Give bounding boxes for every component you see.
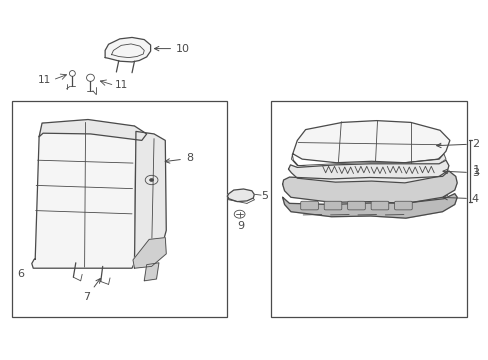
Text: 5: 5 [261,191,268,201]
Polygon shape [282,194,456,218]
FancyBboxPatch shape [347,201,365,210]
Text: 3: 3 [442,168,478,178]
Polygon shape [227,189,254,202]
Text: 8: 8 [165,153,193,163]
Polygon shape [292,121,449,163]
Polygon shape [133,238,166,268]
FancyBboxPatch shape [300,201,318,210]
Polygon shape [32,123,136,268]
Text: 2: 2 [436,139,478,149]
Polygon shape [105,37,150,62]
Bar [271,101,466,317]
Text: 10: 10 [154,44,190,54]
Polygon shape [134,131,166,268]
Polygon shape [288,160,448,183]
Polygon shape [291,154,445,170]
FancyBboxPatch shape [394,201,411,210]
FancyBboxPatch shape [324,201,341,210]
FancyBboxPatch shape [370,201,388,210]
Text: 6: 6 [17,269,24,279]
Text: 1: 1 [472,165,479,177]
Text: 4: 4 [442,194,478,204]
Polygon shape [144,263,159,281]
Polygon shape [282,171,456,203]
Text: 9: 9 [237,221,244,231]
Text: 11: 11 [115,80,128,90]
Text: 11: 11 [38,75,51,85]
Bar [12,101,227,317]
Text: 7: 7 [83,279,100,302]
Circle shape [149,179,153,181]
Polygon shape [39,120,146,140]
